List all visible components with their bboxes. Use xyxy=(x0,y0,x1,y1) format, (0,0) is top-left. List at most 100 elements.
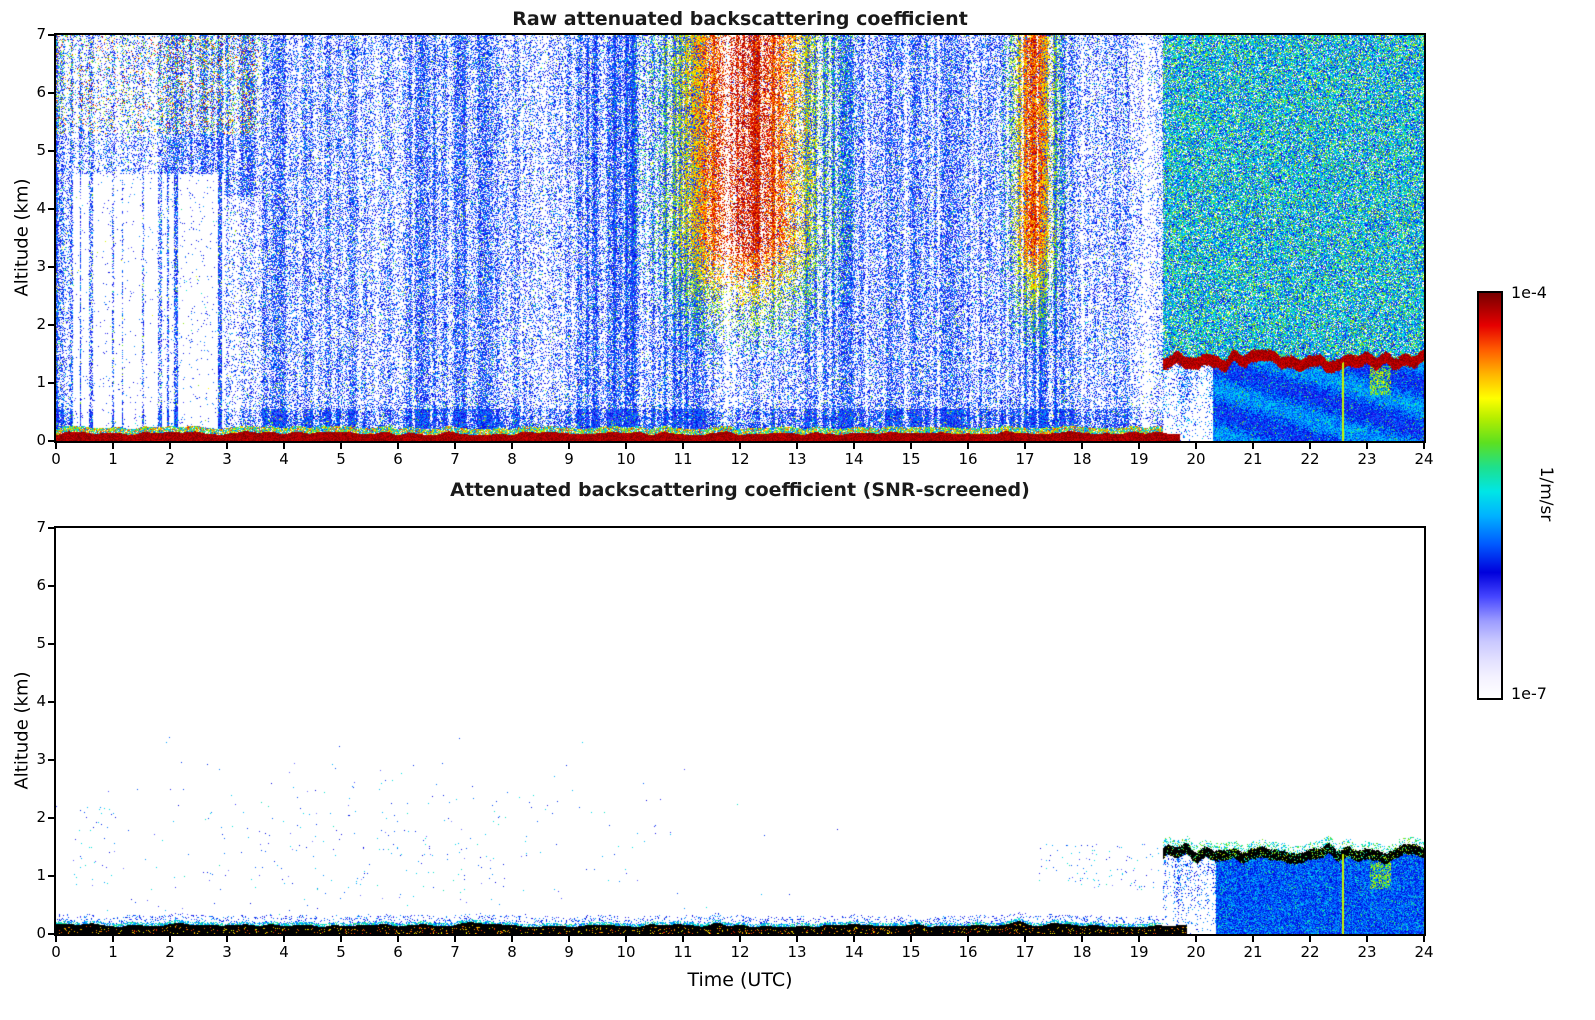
y-tick-label: 3 xyxy=(36,750,46,768)
x-tick-label: 12 xyxy=(730,450,750,468)
x-tick-label: 19 xyxy=(1129,943,1149,961)
x-tick-label: 6 xyxy=(393,450,403,468)
raw-backscatter-heatmap xyxy=(54,33,1426,443)
screened-backscatter-canvas xyxy=(56,528,1424,934)
x-tick-label: 18 xyxy=(1072,450,1092,468)
x-tick-label: 7 xyxy=(450,943,460,961)
colorbar-min-label: 1e-7 xyxy=(1511,684,1547,703)
y-tick-label: 3 xyxy=(36,257,46,275)
y-tick-label: 7 xyxy=(36,25,46,43)
x-tick xyxy=(283,936,285,942)
y-tick-label: 5 xyxy=(36,141,46,159)
x-tick xyxy=(910,936,912,942)
x-tick xyxy=(340,443,342,449)
y-tick-label: 2 xyxy=(36,808,46,826)
bottom-y-axis-label: Altitude (km) xyxy=(11,671,33,790)
x-tick-label: 16 xyxy=(958,450,978,468)
x-tick xyxy=(682,936,684,942)
y-tick-label: 5 xyxy=(36,634,46,652)
y-tick xyxy=(48,643,54,645)
y-tick xyxy=(48,440,54,442)
y-tick-label: 4 xyxy=(36,199,46,217)
top-panel-title: Raw attenuated backscattering coefficien… xyxy=(512,8,968,30)
x-tick-label: 13 xyxy=(787,450,807,468)
x-tick-label: 24 xyxy=(1414,943,1434,961)
x-tick-label: 5 xyxy=(336,943,346,961)
x-tick xyxy=(739,936,741,942)
y-tick-label: 0 xyxy=(36,431,46,449)
x-tick xyxy=(511,936,513,942)
x-tick-label: 17 xyxy=(1015,450,1035,468)
y-tick xyxy=(48,701,54,703)
x-tick xyxy=(568,936,570,942)
x-tick xyxy=(1195,936,1197,942)
y-tick xyxy=(48,382,54,384)
x-tick-label: 11 xyxy=(673,450,693,468)
x-tick-label: 12 xyxy=(730,943,750,961)
x-tick xyxy=(55,443,57,449)
x-tick-label: 19 xyxy=(1129,450,1149,468)
x-tick-label: 18 xyxy=(1072,943,1092,961)
x-tick xyxy=(397,443,399,449)
x-tick xyxy=(226,443,228,449)
colorbar xyxy=(1477,291,1503,700)
x-tick-label: 3 xyxy=(222,943,232,961)
x-tick xyxy=(1081,443,1083,449)
x-tick xyxy=(568,443,570,449)
y-tick xyxy=(48,266,54,268)
x-tick xyxy=(169,443,171,449)
y-tick xyxy=(48,324,54,326)
x-tick xyxy=(226,936,228,942)
x-tick-label: 21 xyxy=(1243,943,1263,961)
x-tick-label: 13 xyxy=(787,943,807,961)
x-tick xyxy=(169,936,171,942)
x-tick-label: 8 xyxy=(507,943,517,961)
x-tick-label: 9 xyxy=(564,450,574,468)
x-tick-label: 24 xyxy=(1414,450,1434,468)
y-tick xyxy=(48,875,54,877)
x-tick xyxy=(340,936,342,942)
x-tick xyxy=(454,443,456,449)
y-tick-label: 1 xyxy=(36,373,46,391)
x-tick-label: 22 xyxy=(1300,943,1320,961)
x-tick-label: 17 xyxy=(1015,943,1035,961)
x-tick-label: 21 xyxy=(1243,450,1263,468)
x-tick xyxy=(511,443,513,449)
x-tick-label: 15 xyxy=(901,450,921,468)
x-tick-label: 4 xyxy=(279,450,289,468)
y-tick xyxy=(48,92,54,94)
x-tick-label: 22 xyxy=(1300,450,1320,468)
x-tick-label: 20 xyxy=(1186,450,1206,468)
colorbar-units-label: 1/m/sr xyxy=(1536,466,1556,522)
x-tick-label: 2 xyxy=(165,450,175,468)
top-y-axis-label: Altitude (km) xyxy=(11,178,33,297)
x-tick xyxy=(1081,936,1083,942)
x-tick-label: 23 xyxy=(1357,450,1377,468)
x-tick xyxy=(796,936,798,942)
x-tick-label: 8 xyxy=(507,450,517,468)
x-tick xyxy=(625,443,627,449)
x-tick-label: 10 xyxy=(616,450,636,468)
x-tick xyxy=(910,443,912,449)
y-tick xyxy=(48,208,54,210)
x-tick xyxy=(397,936,399,942)
x-tick xyxy=(283,443,285,449)
x-tick xyxy=(1252,443,1254,449)
x-tick-label: 16 xyxy=(958,943,978,961)
x-tick-label: 1 xyxy=(108,943,118,961)
x-tick-label: 5 xyxy=(336,450,346,468)
y-tick xyxy=(48,150,54,152)
x-tick xyxy=(1195,443,1197,449)
x-tick xyxy=(853,936,855,942)
y-tick-label: 6 xyxy=(36,576,46,594)
y-tick xyxy=(48,817,54,819)
x-tick xyxy=(1138,936,1140,942)
x-tick-label: 1 xyxy=(108,450,118,468)
x-tick-label: 0 xyxy=(51,450,61,468)
y-tick-label: 1 xyxy=(36,866,46,884)
x-tick-label: 23 xyxy=(1357,943,1377,961)
bottom-panel-title: Attenuated backscattering coefficient (S… xyxy=(450,479,1030,501)
x-tick xyxy=(1423,443,1425,449)
y-tick xyxy=(48,527,54,529)
